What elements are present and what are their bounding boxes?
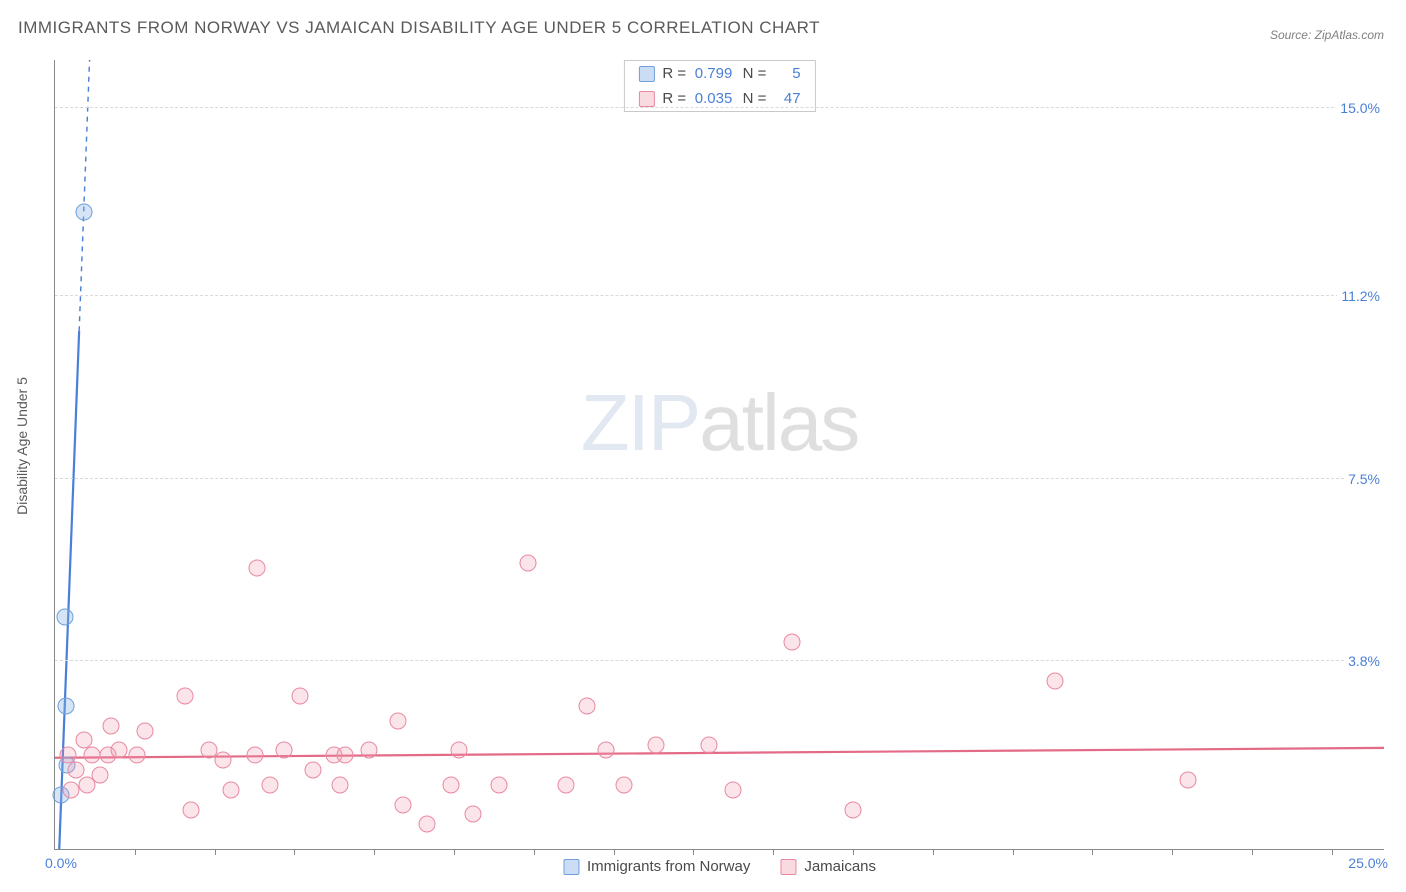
legend-swatch — [638, 91, 654, 107]
data-point[interactable] — [845, 801, 862, 818]
data-point[interactable] — [291, 687, 308, 704]
stat-legend-row: R = 0.799 N = 5 — [624, 61, 814, 86]
data-point[interactable] — [520, 554, 537, 571]
y-axis-label: 7.5% — [1344, 471, 1384, 487]
x-tick — [1013, 849, 1014, 855]
data-point[interactable] — [84, 747, 101, 764]
data-point[interactable] — [110, 742, 127, 759]
legend-swatch — [780, 859, 796, 875]
data-point[interactable] — [62, 781, 79, 798]
data-point[interactable] — [395, 796, 412, 813]
x-tick — [1092, 849, 1093, 855]
x-tick — [135, 849, 136, 855]
x-tick — [614, 849, 615, 855]
x-axis-min-label: 0.0% — [45, 855, 77, 871]
data-point[interactable] — [419, 816, 436, 833]
y-axis-label: 3.8% — [1344, 653, 1384, 669]
trend-line-dashed — [79, 60, 89, 331]
data-point[interactable] — [68, 762, 85, 779]
y-axis-label: 11.2% — [1337, 288, 1384, 304]
data-point[interactable] — [464, 806, 481, 823]
watermark: ZIPatlas — [581, 377, 858, 469]
data-point[interactable] — [214, 752, 231, 769]
data-point[interactable] — [275, 742, 292, 759]
category-legend-item: Immigrants from Norway — [563, 858, 750, 875]
x-tick — [853, 849, 854, 855]
data-point[interactable] — [443, 776, 460, 793]
data-point[interactable] — [360, 742, 377, 759]
data-point[interactable] — [76, 204, 93, 221]
gridline — [55, 295, 1384, 296]
data-point[interactable] — [725, 781, 742, 798]
data-point[interactable] — [249, 559, 266, 576]
data-point[interactable] — [57, 697, 74, 714]
x-tick — [534, 849, 535, 855]
y-axis-title: Disability Age Under 5 — [14, 377, 30, 515]
x-tick — [294, 849, 295, 855]
data-point[interactable] — [579, 697, 596, 714]
category-legend: Immigrants from Norway Jamaicans — [555, 858, 884, 875]
legend-swatch — [638, 66, 654, 82]
y-axis-label: 15.0% — [1336, 100, 1384, 116]
x-tick — [1332, 849, 1333, 855]
x-tick — [773, 849, 774, 855]
data-point[interactable] — [616, 776, 633, 793]
data-point[interactable] — [557, 776, 574, 793]
data-point[interactable] — [336, 747, 353, 764]
category-legend-item: Jamaicans — [780, 858, 876, 875]
data-point[interactable] — [137, 722, 154, 739]
x-tick — [454, 849, 455, 855]
data-point[interactable] — [1047, 673, 1064, 690]
data-point[interactable] — [648, 737, 665, 754]
data-point[interactable] — [451, 742, 468, 759]
x-tick — [1252, 849, 1253, 855]
data-point[interactable] — [129, 747, 146, 764]
trend-lines-layer — [55, 60, 1384, 849]
data-point[interactable] — [1180, 771, 1197, 788]
data-point[interactable] — [701, 737, 718, 754]
x-axis-max-label: 25.0% — [1348, 855, 1388, 871]
plot-area: ZIPatlas R = 0.799 N = 5 R = 0.035 N = 47… — [54, 60, 1384, 850]
data-point[interactable] — [182, 801, 199, 818]
gridline — [55, 107, 1384, 108]
data-point[interactable] — [102, 717, 119, 734]
legend-swatch — [563, 859, 579, 875]
legend-stat-text: R = 0.799 N = 5 — [662, 65, 800, 82]
data-point[interactable] — [491, 776, 508, 793]
data-point[interactable] — [177, 687, 194, 704]
data-point[interactable] — [56, 608, 73, 625]
data-point[interactable] — [390, 712, 407, 729]
chart-title: IMMIGRANTS FROM NORWAY VS JAMAICAN DISAB… — [18, 18, 820, 38]
source-label: Source: ZipAtlas.com — [1270, 28, 1384, 42]
x-tick — [374, 849, 375, 855]
x-tick — [933, 849, 934, 855]
x-tick — [1172, 849, 1173, 855]
watermark-zip: ZIP — [581, 378, 699, 467]
legend-label: Immigrants from Norway — [587, 858, 750, 875]
data-point[interactable] — [331, 776, 348, 793]
data-point[interactable] — [262, 776, 279, 793]
legend-label: Jamaicans — [804, 858, 876, 875]
data-point[interactable] — [246, 747, 263, 764]
data-point[interactable] — [597, 742, 614, 759]
data-point[interactable] — [92, 766, 109, 783]
x-tick — [693, 849, 694, 855]
data-point[interactable] — [305, 762, 322, 779]
data-point[interactable] — [783, 633, 800, 650]
legend-stat-text: R = 0.035 N = 47 — [662, 90, 800, 107]
x-tick — [215, 849, 216, 855]
watermark-atlas: atlas — [699, 378, 858, 467]
gridline — [55, 660, 1384, 661]
gridline — [55, 478, 1384, 479]
data-point[interactable] — [222, 781, 239, 798]
stat-legend: R = 0.799 N = 5 R = 0.035 N = 47 — [623, 60, 815, 112]
